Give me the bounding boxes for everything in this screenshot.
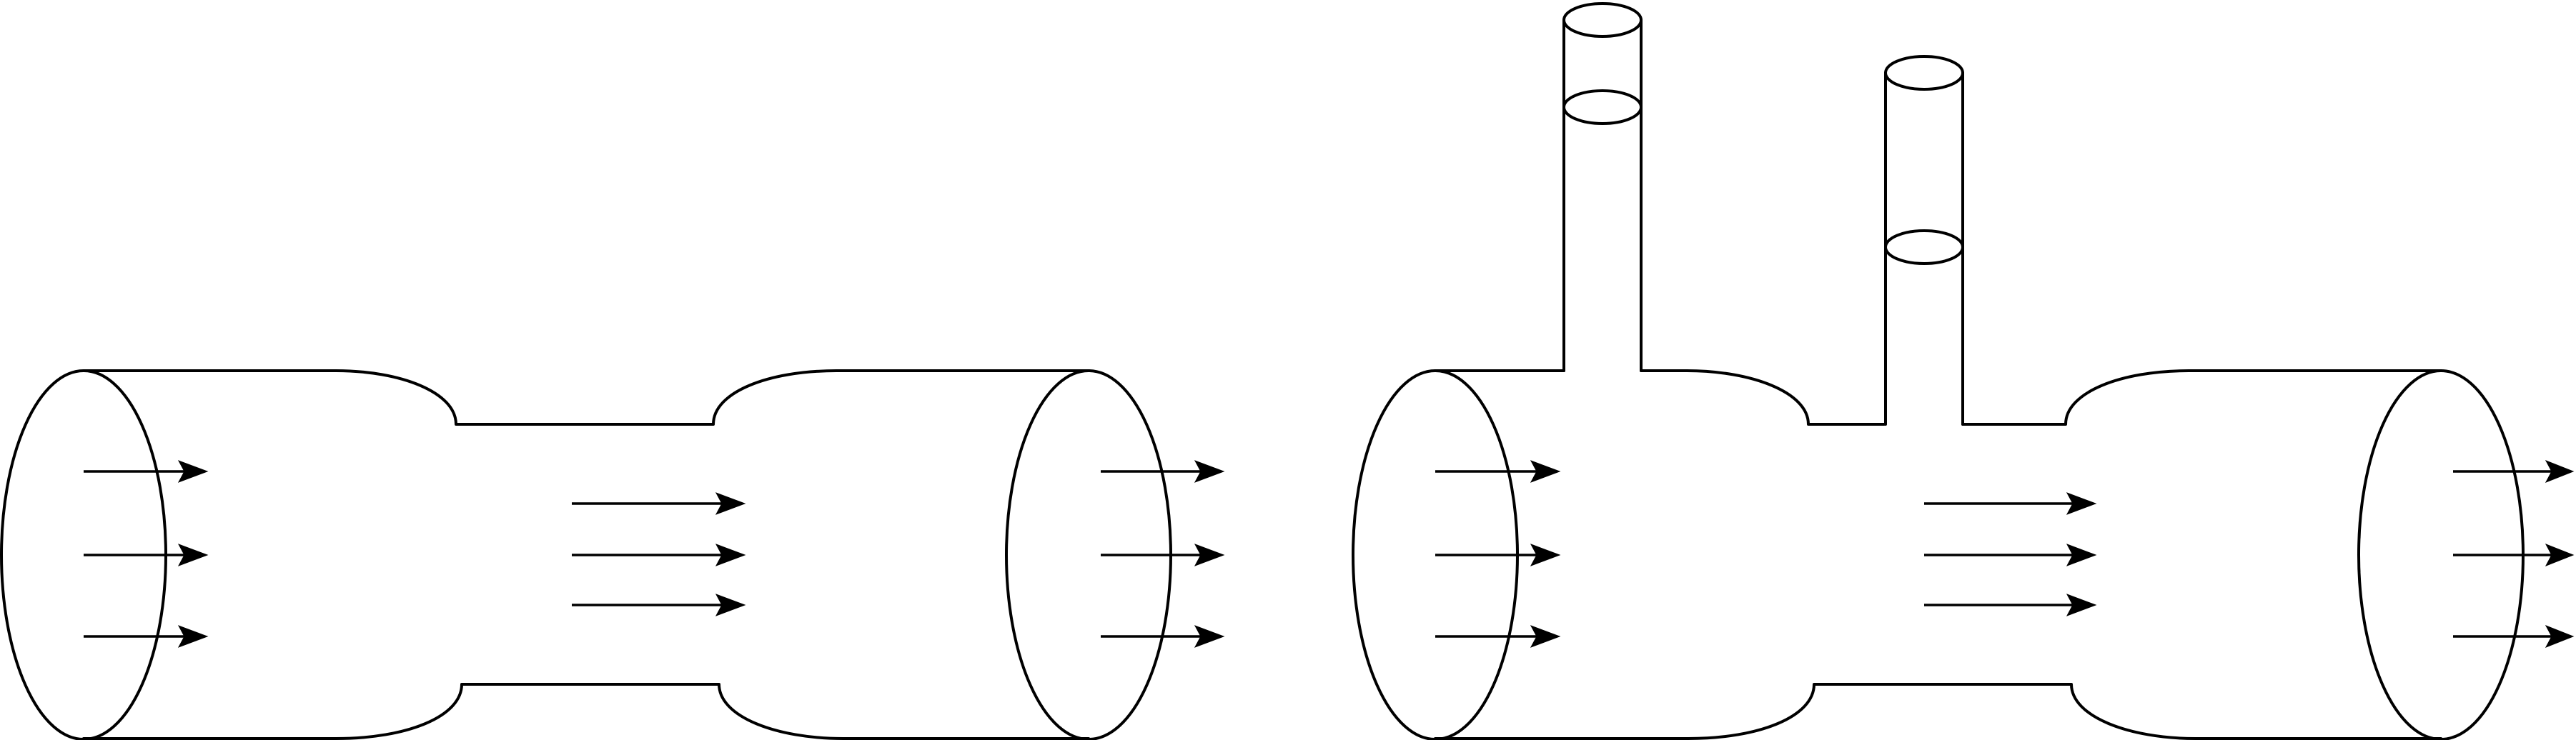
fluid-level-ring — [1562, 89, 1643, 125]
outlet-flow-arrows — [1101, 460, 1225, 648]
flow-arrow — [84, 544, 209, 566]
standpipe-top-rim — [1562, 2, 1643, 38]
standpipe-inlet — [1562, 2, 1643, 372]
flow-arrow — [2453, 460, 2575, 483]
inlet-flow-arrows — [84, 460, 209, 648]
flow-arrow — [1101, 625, 1225, 648]
flow-arrow — [1435, 460, 1561, 483]
throat-flow-arrows — [1924, 492, 2097, 616]
flow-arrow — [1101, 460, 1225, 483]
outlet-flow-arrows — [2453, 460, 2575, 648]
flow-arrow — [572, 594, 746, 616]
flow-arrow — [2453, 544, 2575, 566]
standpipe-throat — [1884, 55, 1964, 426]
flow-arrow — [1101, 544, 1225, 566]
inlet-flow-arrows — [1435, 460, 1561, 648]
throat-flow-arrows — [572, 492, 746, 616]
flow-arrow — [1924, 492, 2097, 515]
venturi-tube-plain — [0, 369, 1225, 740]
flow-arrow — [84, 625, 209, 648]
flow-arrow — [572, 544, 746, 566]
venturi-tube-with-standpipes — [1352, 2, 2575, 740]
fluid-level-ring — [1884, 229, 1964, 265]
tube-lower-outline — [1434, 683, 2442, 740]
flow-arrow — [1435, 544, 1561, 566]
tube-lower-outline — [82, 683, 1090, 740]
flow-arrow — [572, 492, 746, 515]
flow-arrow — [2453, 625, 2575, 648]
flow-arrow — [1435, 625, 1561, 648]
flow-arrow — [84, 460, 209, 483]
tube-upper-outline — [1640, 369, 1886, 426]
flow-arrow — [1924, 594, 2097, 616]
standpipe-top-rim — [1884, 55, 1964, 91]
flow-arrow — [1924, 544, 2097, 566]
tube-upper-outline — [82, 369, 1090, 426]
tube-upper-outline — [1961, 369, 2442, 426]
